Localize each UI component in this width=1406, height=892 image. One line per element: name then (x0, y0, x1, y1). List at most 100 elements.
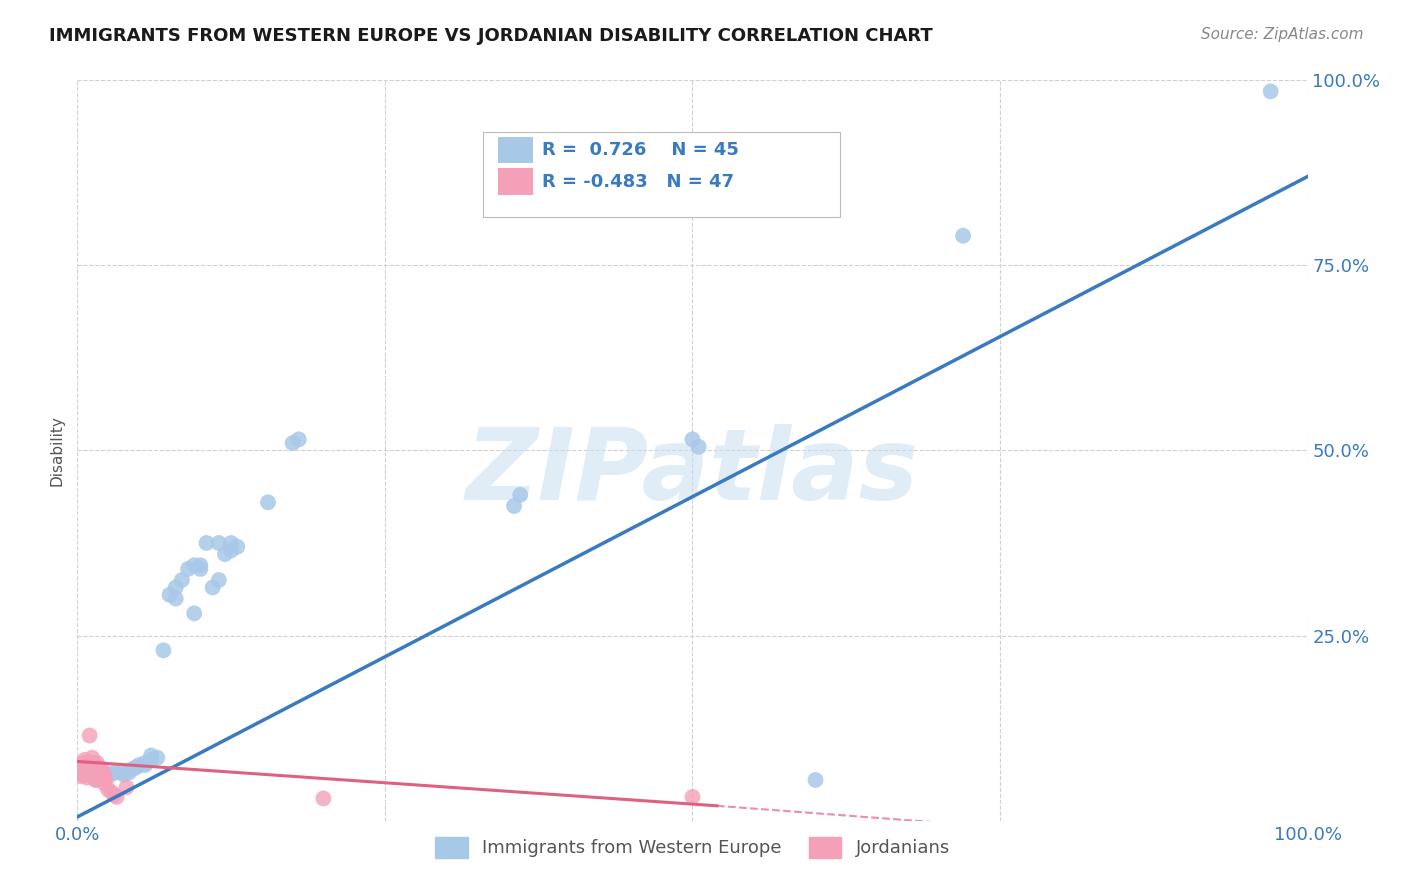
Point (509, 488, 531, 502)
FancyBboxPatch shape (498, 136, 533, 163)
Point (804, 772, 827, 787)
Point (93, 769, 115, 783)
Point (79, 756, 101, 770)
Point (87, 760, 110, 774)
Point (125, 760, 148, 774)
Point (1260, 84, 1282, 98)
Legend: Immigrants from Western Europe, Jordanians: Immigrants from Western Europe, Jordania… (427, 830, 957, 865)
Point (79, 729, 101, 743)
Point (165, 591, 187, 606)
Y-axis label: Disability: Disability (49, 415, 65, 486)
Point (952, 228, 974, 243)
Point (93, 776, 115, 791)
Point (86, 756, 108, 770)
Point (89, 771, 111, 785)
Point (219, 543, 242, 558)
Point (82, 756, 104, 770)
Point (80, 764, 103, 778)
Point (141, 753, 163, 767)
Point (105, 789, 128, 804)
Text: R =  0.726    N = 45: R = 0.726 N = 45 (543, 141, 740, 159)
Text: ZIPatlas: ZIPatlas (465, 425, 920, 521)
Point (688, 440, 710, 454)
Point (201, 581, 224, 595)
Point (70, 765, 93, 780)
Point (79, 760, 101, 774)
Point (188, 558, 212, 573)
Point (80, 765, 103, 780)
Point (128, 758, 150, 772)
Point (75, 765, 97, 780)
Point (177, 562, 200, 576)
Point (103, 788, 125, 802)
Point (82, 764, 104, 778)
Point (84, 772, 107, 787)
Point (87, 765, 110, 780)
Point (159, 588, 181, 602)
Point (288, 433, 311, 447)
Point (152, 643, 174, 657)
Point (73, 756, 96, 770)
Point (208, 536, 231, 550)
Point (134, 758, 156, 772)
Point (77, 764, 100, 778)
Point (281, 436, 304, 450)
Point (188, 562, 212, 576)
Point (257, 495, 280, 509)
Point (93, 768, 115, 782)
Point (91, 772, 114, 787)
Point (503, 499, 526, 513)
Point (208, 573, 231, 587)
Point (214, 547, 236, 561)
Point (195, 536, 218, 550)
Point (90, 762, 114, 776)
Point (69, 758, 91, 772)
Text: R = -0.483   N = 47: R = -0.483 N = 47 (543, 173, 734, 191)
Point (165, 581, 187, 595)
Point (75, 760, 97, 774)
Point (682, 433, 704, 447)
Point (682, 789, 704, 804)
Point (70, 764, 93, 778)
Point (82, 750, 104, 764)
Point (73, 753, 96, 767)
Point (79, 758, 101, 772)
FancyBboxPatch shape (484, 132, 841, 218)
Point (141, 748, 163, 763)
Point (115, 780, 138, 795)
Point (103, 765, 125, 780)
Text: IMMIGRANTS FROM WESTERN EUROPE VS JORDANIAN DISABILITY CORRELATION CHART: IMMIGRANTS FROM WESTERN EUROPE VS JORDAN… (49, 27, 934, 45)
Point (69, 762, 91, 776)
Point (183, 558, 205, 573)
Point (90, 765, 114, 780)
Point (170, 573, 193, 587)
Point (121, 762, 143, 776)
Point (312, 791, 335, 805)
Point (219, 536, 242, 550)
Point (83, 765, 105, 780)
Text: Source: ZipAtlas.com: Source: ZipAtlas.com (1201, 27, 1364, 42)
Point (76, 771, 98, 785)
Point (101, 785, 124, 799)
Point (69, 760, 91, 774)
Point (226, 540, 249, 554)
Point (89, 769, 111, 783)
Point (82, 760, 104, 774)
FancyBboxPatch shape (498, 169, 533, 195)
Point (83, 769, 105, 783)
Point (183, 607, 205, 621)
Point (112, 768, 135, 782)
Point (70, 769, 93, 783)
Point (97, 767, 120, 781)
Point (110, 765, 132, 780)
Point (97, 782, 120, 797)
Point (84, 772, 107, 787)
Point (101, 767, 124, 781)
Point (75, 768, 97, 782)
Point (80, 768, 103, 782)
Point (75, 764, 97, 778)
Point (134, 756, 156, 770)
Point (70, 767, 93, 781)
Point (118, 765, 141, 780)
Point (73, 758, 96, 772)
